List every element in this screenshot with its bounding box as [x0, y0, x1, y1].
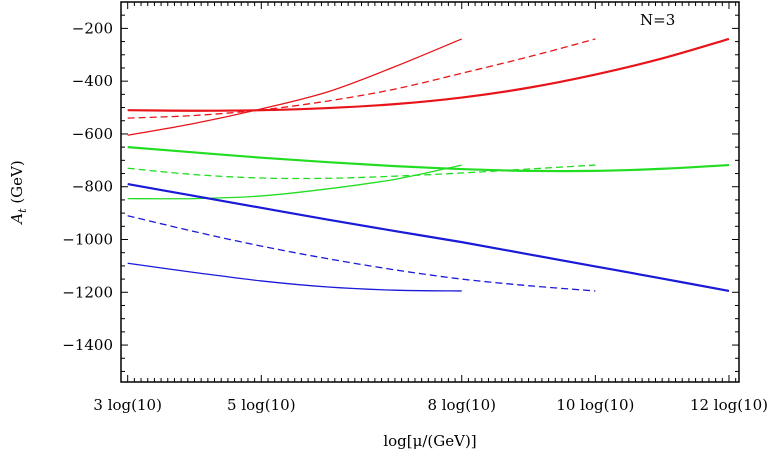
x-tick-label: 10 log(10) — [556, 396, 634, 414]
y-tick-label: −1000 — [62, 231, 113, 249]
series-line-green-solid-thin — [127, 164, 462, 200]
series-line-blue-solid-thick — [127, 182, 730, 293]
y-tick-label: −200 — [72, 19, 113, 37]
series-line-red-dashed — [127, 38, 596, 119]
y-tick-label: −400 — [72, 72, 113, 90]
series-layer — [127, 37, 730, 293]
y-tick-label: −1200 — [62, 283, 113, 301]
x-tick-label: 8 log(10) — [427, 396, 496, 414]
plot-frame — [120, 1, 740, 383]
x-tick-label: 5 log(10) — [227, 396, 296, 414]
series-line-red-solid-thick — [127, 37, 730, 112]
series-line-blue-solid-thin — [127, 262, 462, 292]
annotation-label: N=3 — [640, 11, 675, 29]
y-tick-label: −1400 — [62, 336, 113, 354]
x-tick-label: 12 log(10) — [690, 396, 768, 414]
series-line-green-solid-thick — [127, 146, 730, 173]
y-axis-label: At (GeV) — [8, 160, 29, 225]
x-axis-label: log[μ/(GeV)] — [383, 432, 476, 450]
x-tick-label: 3 log(10) — [93, 396, 162, 414]
ticks-layer: −200 −400 −600 −800 −1000 −1200 −1400 3 log(10)… — [62, 1, 768, 414]
series-line-green-dashed — [127, 164, 596, 180]
series-line-blue-dashed — [127, 215, 596, 292]
series-line-red-solid-thin — [127, 38, 462, 136]
y-tick-label: −600 — [72, 125, 113, 143]
y-tick-label: −800 — [72, 178, 113, 196]
